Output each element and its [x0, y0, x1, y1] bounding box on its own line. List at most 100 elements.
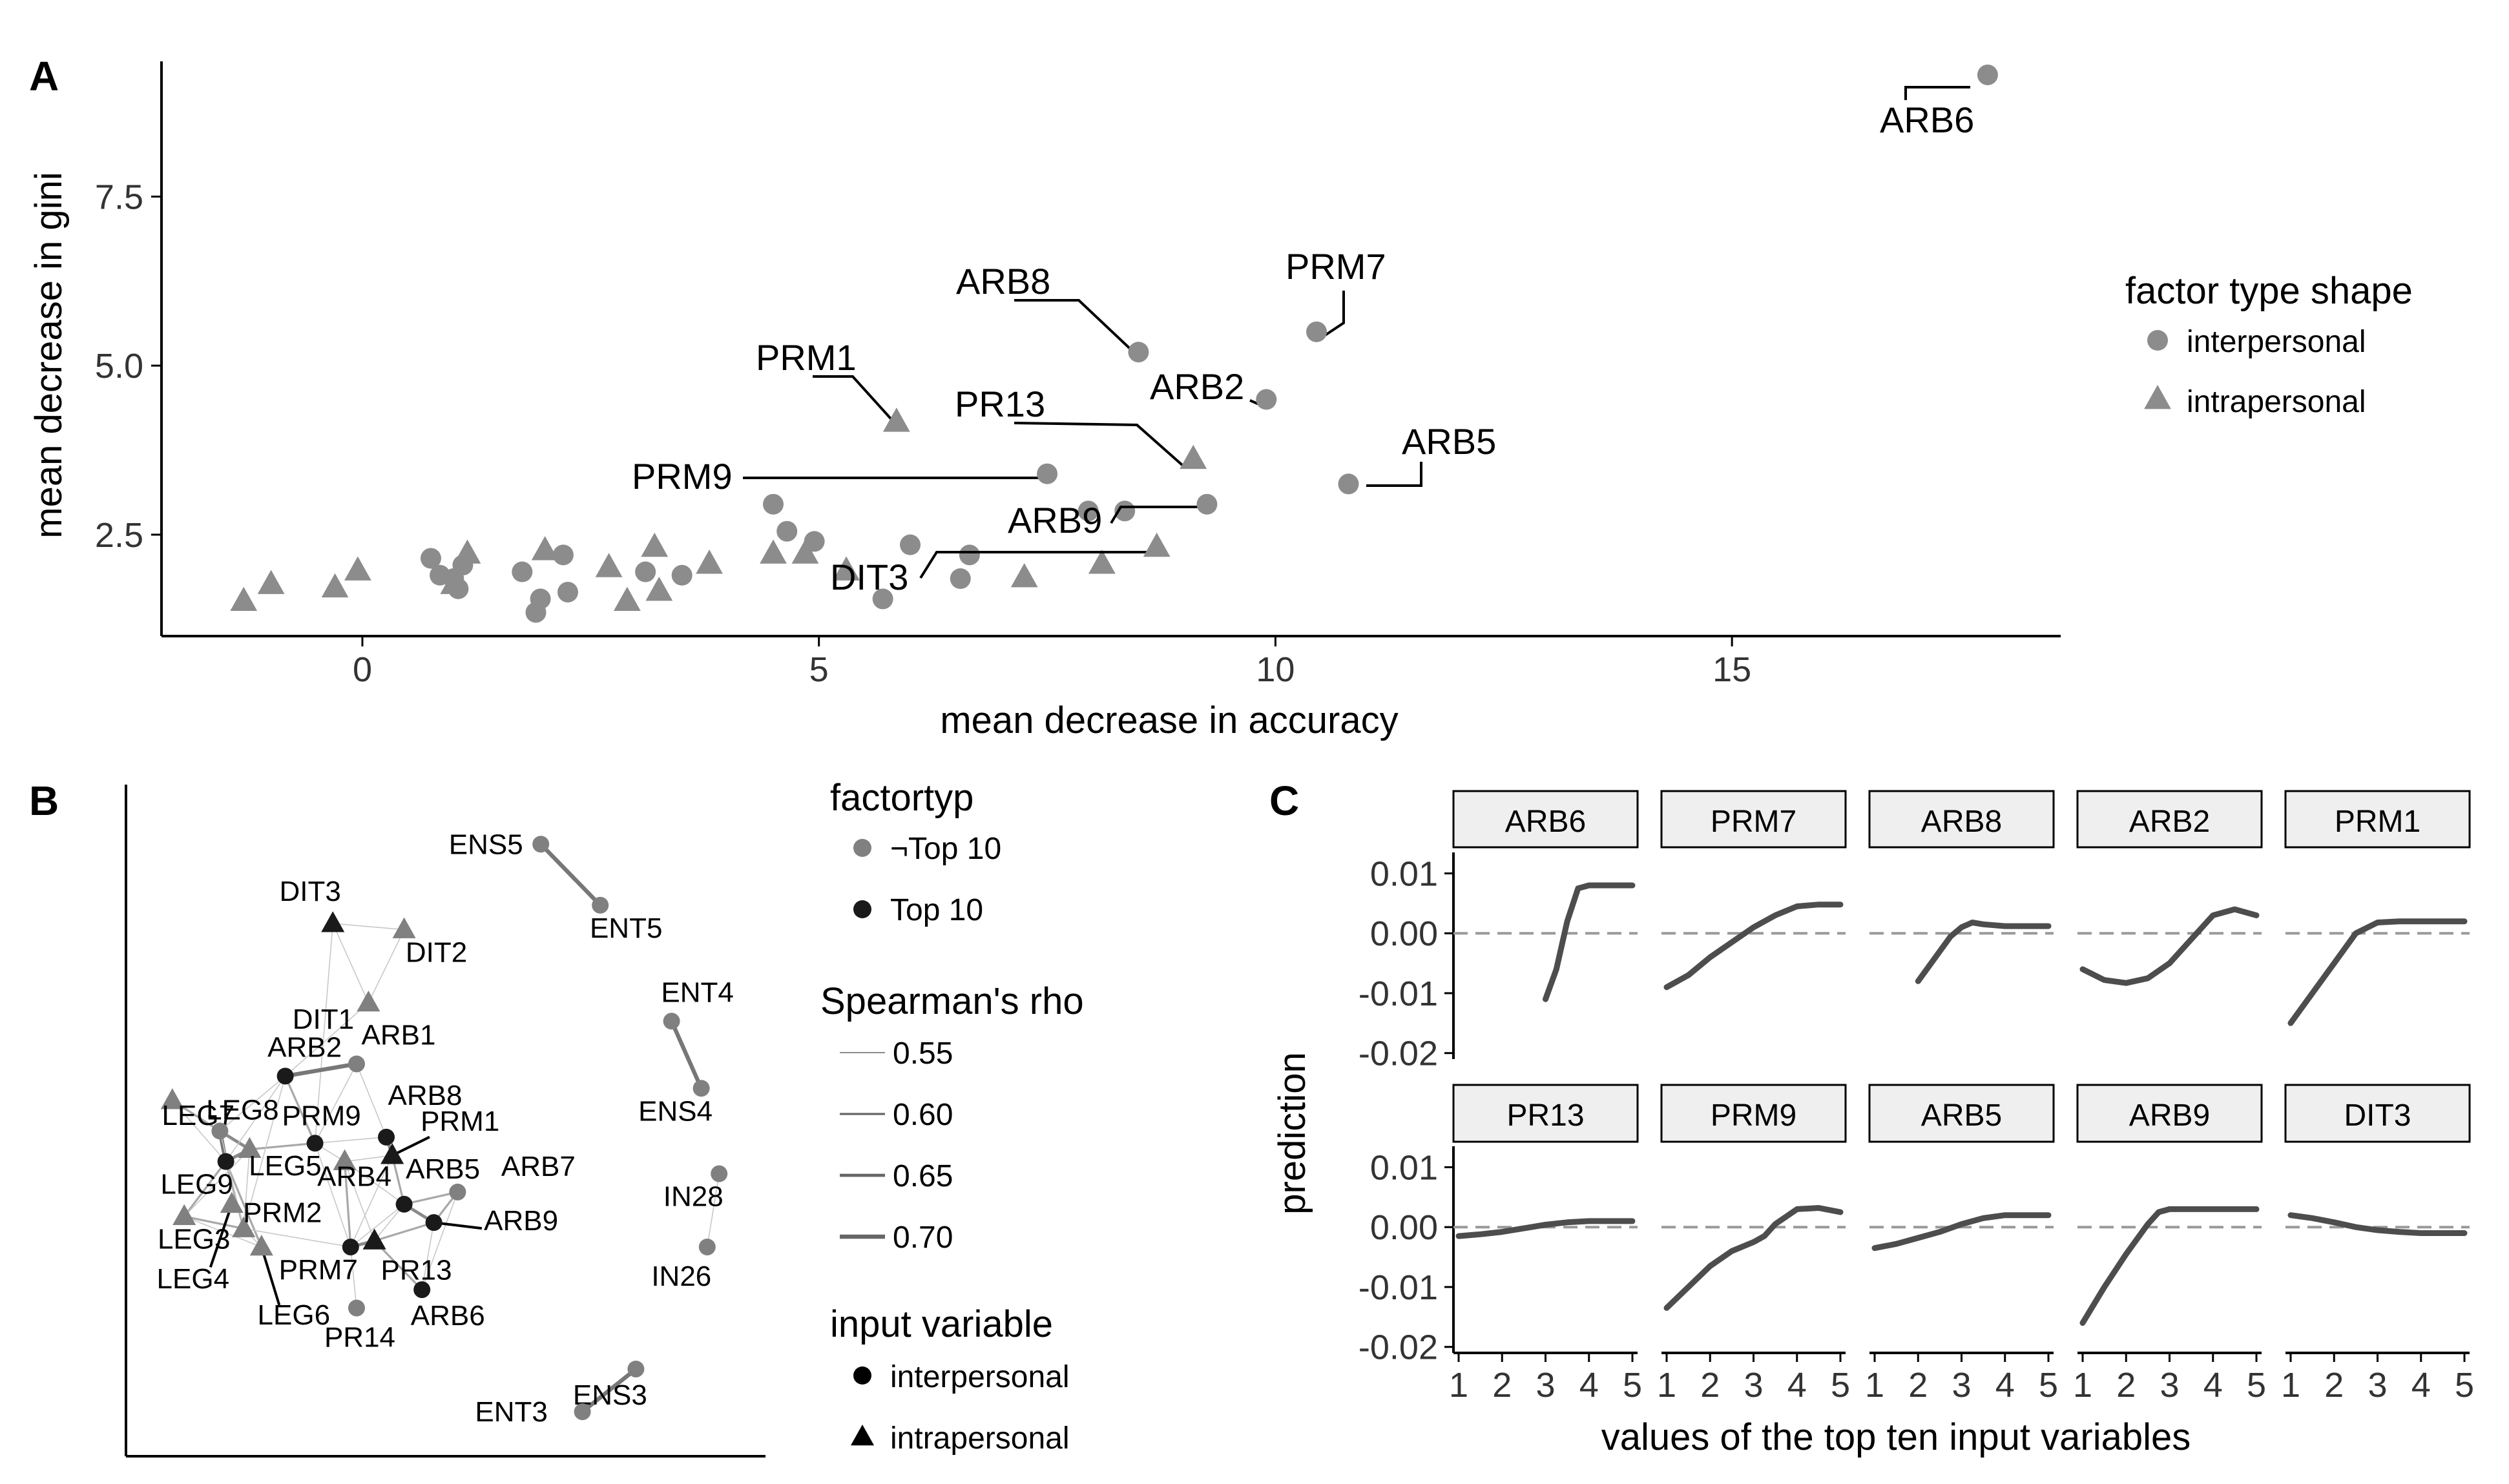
a-point-triangle	[1010, 563, 1038, 588]
a-point-circle	[552, 544, 574, 566]
c-x-tick-label: 3	[2368, 1366, 2387, 1405]
a-legend-circle	[2147, 330, 2168, 351]
b-node-label: ENT4	[661, 976, 733, 1008]
b-node-triangle	[321, 911, 345, 933]
b-legend-label: ¬Top 10	[890, 832, 1001, 866]
b-node-triangle	[172, 1204, 196, 1225]
b-legend-title-input: input variable	[830, 1303, 1053, 1345]
a-point-label: ARB2	[1150, 366, 1244, 407]
b-edge	[374, 1221, 435, 1242]
a-point-triangle	[760, 539, 787, 564]
b-edge	[404, 1191, 458, 1206]
a-y-tick-label: 5.0	[95, 347, 143, 386]
c-y-tick-label: 0.01	[1370, 854, 1438, 893]
b-legend-label: 0.60	[893, 1098, 953, 1132]
c-x-tick-label: 2	[2116, 1366, 2136, 1405]
a-point-triangle	[230, 586, 258, 612]
b-node-circle	[532, 836, 550, 853]
a-legend-label: interpersonal	[2187, 325, 2366, 359]
b-node-triangle	[232, 1216, 256, 1237]
a-point-triangle	[595, 553, 623, 577]
c-curve	[1455, 1218, 1636, 1239]
a-point-label: PRM1	[756, 337, 857, 378]
a-point-label: ARB9	[1008, 500, 1102, 541]
a-point-circle	[635, 561, 656, 582]
c-x-tick-label: 5	[2039, 1366, 2058, 1405]
b-node-triangle	[220, 1191, 244, 1213]
a-label-leader	[813, 375, 896, 424]
c-x-tick-label: 4	[2411, 1366, 2431, 1405]
b-node-circle	[217, 1153, 234, 1170]
b-legend-label: 0.65	[893, 1159, 953, 1193]
a-point-triangle	[453, 539, 481, 564]
a-labeled-point-circle	[1306, 321, 1327, 342]
b-edge	[285, 1062, 357, 1078]
b-edge	[225, 1161, 263, 1248]
c-y-tick-label: 0.01	[1370, 1148, 1438, 1187]
b-legend-label: Top 10	[890, 893, 983, 927]
b-node-label: ARB2	[267, 1031, 342, 1063]
b-edge	[314, 1143, 351, 1248]
a-labeled-point-triangle	[882, 407, 910, 432]
b-node-circle	[592, 896, 609, 914]
c-x-tick-label: 5	[2455, 1366, 2474, 1405]
a-point-label: PR13	[955, 384, 1045, 424]
a-labeled-point-circle	[1338, 473, 1359, 495]
b-edge	[344, 1161, 375, 1241]
a-y-tick-label: 7.5	[95, 178, 143, 216]
c-curve	[1543, 882, 1636, 1002]
c-y-axis-title: prediction	[1271, 1052, 1313, 1214]
a-point-triangle	[613, 586, 641, 612]
c-facet-strip	[1868, 1084, 2055, 1143]
a-point-label: ARB8	[956, 261, 1050, 302]
b-node-label: PR14	[324, 1321, 395, 1353]
c-facet-strip	[1452, 790, 1639, 849]
c-facet-title: ARB5	[1921, 1098, 2002, 1133]
a-x-tick-label: 0	[353, 650, 372, 689]
b-label-leader	[260, 1246, 281, 1306]
b-node-circle	[574, 1403, 591, 1421]
a-point-triangle	[440, 570, 468, 594]
b-node-triangle	[362, 1228, 386, 1250]
b-node-label: ENT5	[590, 912, 662, 944]
b-node-circle	[348, 1055, 365, 1073]
a-legend-title: factor type shape	[2125, 270, 2413, 312]
b-node-label: ARB7	[501, 1151, 576, 1182]
a-point-circle	[950, 568, 971, 589]
panel-c: C ARB6 -0.02 -0.01 0.00 0.01 PRM7 ARB8 ARB2 PRM1 P…	[1269, 778, 2474, 1458]
c-x-tick-label: 5	[1831, 1366, 1850, 1405]
b-node-label: DIT1	[293, 1004, 354, 1035]
c-x-tick-label: 5	[2247, 1366, 2266, 1405]
c-facet-strip	[1660, 790, 1847, 849]
b-node-circle	[348, 1299, 365, 1317]
c-y-tick-label: -0.01	[1359, 974, 1438, 1013]
b-node-label: ENS5	[449, 829, 523, 860]
b-node-label: LEG4	[157, 1263, 230, 1295]
c-curve	[1871, 1212, 2052, 1252]
b-legend-triangle-intra	[850, 1425, 875, 1446]
c-facet-title: ARB2	[2129, 805, 2210, 839]
a-point-circle	[776, 520, 798, 542]
b-node-triangle	[357, 990, 380, 1012]
c-x-tick-label: 5	[1623, 1366, 1642, 1405]
b-node-circle	[711, 1165, 728, 1182]
b-node-label: IN28	[663, 1181, 724, 1213]
b-edge	[244, 1228, 351, 1248]
c-facet-strip	[2076, 1084, 2263, 1143]
b-edge	[219, 1075, 286, 1132]
c-x-tick-label: 4	[1579, 1366, 1599, 1405]
a-point-circle	[763, 493, 784, 515]
panel-a: A 0 5 10 15 2.5 5.0 7.5 mean decrease in accurac…	[28, 53, 2061, 741]
b-edge	[314, 1064, 357, 1144]
a-y-axis-title: mean decrease in gini	[28, 172, 70, 538]
a-point-circle	[900, 534, 921, 555]
a-labeled-point-circle	[1256, 389, 1277, 410]
b-edge	[183, 1160, 227, 1217]
a-point-circle	[804, 531, 825, 552]
b-label-leader	[209, 1204, 233, 1268]
a-labeled-point-circle	[1037, 463, 1058, 484]
c-curve	[1663, 902, 1844, 991]
c-facet-title: DIT3	[2344, 1098, 2411, 1133]
